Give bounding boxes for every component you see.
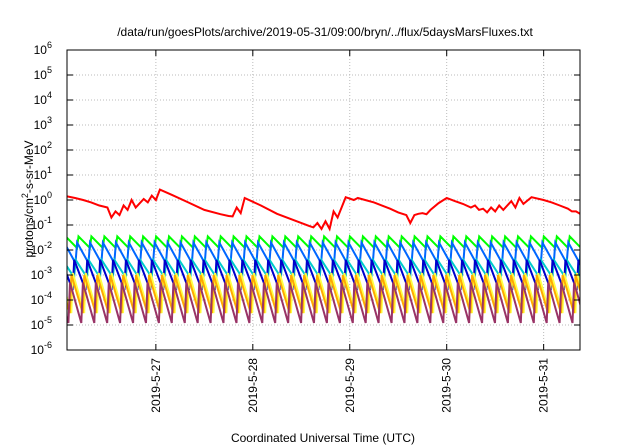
y-tick-label: 10-1 (31, 215, 52, 232)
x-tick-label: 2019-5-28 (246, 358, 260, 413)
y-tick-label: 104 (34, 90, 52, 107)
y-tick-label: 102 (34, 140, 52, 157)
x-tick-label: 2019-5-30 (440, 358, 454, 413)
series-line (67, 188, 580, 232)
y-axis-ticks: 10-6 10-5 10-4 10-3 10-2 10-1 100 101 102 103 104 1… (31, 40, 580, 357)
y-tick-label: 103 (34, 115, 52, 132)
y-tick-label: 106 (34, 40, 52, 57)
series-line (67, 274, 580, 314)
x-tick-label: 2019-5-31 (537, 358, 551, 413)
x-tick-label: 2019-5-27 (149, 358, 163, 413)
y-axis-label: protons/cm2-s-sr-MeV (20, 140, 36, 257)
series-line (67, 239, 580, 267)
y-tick-label: 105 (34, 65, 52, 82)
y-tick-label: 10-5 (31, 315, 52, 332)
x-tick-label: 2019-5-29 (343, 358, 357, 413)
y-tick-label: 10-2 (31, 240, 52, 257)
y-tick-label: 100 (34, 190, 52, 207)
y-tick-label: 10-3 (31, 265, 52, 282)
x-axis-ticks: 2019-5-27 2019-5-28 2019-5-29 2019-5-30 2019… (149, 50, 551, 413)
x-axis-label: Coordinated Universal Time (UTC) (231, 431, 415, 445)
chart-title: /data/run/goesPlots/archive/2019-05-31/0… (117, 25, 533, 39)
y-tick-label: 10-6 (31, 340, 52, 357)
series-line (67, 282, 580, 324)
y-tick-label: 101 (34, 165, 52, 182)
y-tick-label: 10-4 (31, 290, 52, 307)
data-series (67, 188, 580, 324)
